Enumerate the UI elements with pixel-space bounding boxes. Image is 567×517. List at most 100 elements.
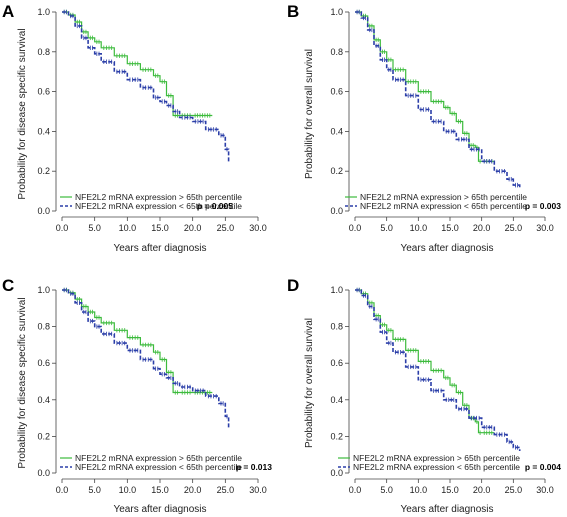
y-tick-label-c: 0.2 <box>37 431 50 441</box>
y-tick-label-d: 1.0 <box>330 285 343 295</box>
axes-a: 0.0 0.2 0.4 0.6 0.8 1.0 0.0 5.0 10.0 15.0 20.0 25.0… <box>37 7 266 233</box>
y-tick-label-c: 0.6 <box>37 358 50 368</box>
x-tick-label-d: 25.0 <box>505 485 523 495</box>
p-value-a: p = 0.005 <box>197 201 233 211</box>
axes-c: 0.0 0.2 0.4 0.6 0.8 1.0 0.0 5.0 10.0 15.0 20.0 25.0… <box>37 285 266 495</box>
curves-c <box>62 287 230 430</box>
y-axis-title-d: Probability for overall survival <box>304 318 315 448</box>
x-axis-title-a: Years after diagnosis <box>113 243 206 254</box>
y-tick-label-d: 0.4 <box>330 395 343 405</box>
x-tick-label-a: 10.0 <box>119 223 137 233</box>
y-tick-label-b: 0.8 <box>330 47 343 57</box>
x-tick-label-b: 25.0 <box>505 223 523 233</box>
panel-d: D Probability for overall survival Years… <box>287 276 561 515</box>
x-tick-label-b: 20.0 <box>473 223 491 233</box>
survival-curve-high-d <box>355 289 495 434</box>
y-axis-title-c: Probability for disease specific surviva… <box>17 297 28 468</box>
curves-a <box>62 9 230 164</box>
y-tick-label-a: 0.0 <box>37 206 50 216</box>
x-tick-label-d: 10.0 <box>410 485 428 495</box>
x-tick-label-b: 10.0 <box>410 223 428 233</box>
legend-label-low-d: NFE2L2 mRNA expression < 65th percentile <box>353 462 520 472</box>
y-tick-label-a: 0.6 <box>37 87 50 97</box>
panel-b: B Probability for overall survival Years… <box>287 2 561 254</box>
x-tick-label-d: 30.0 <box>536 485 554 495</box>
y-tick-label-d: 0.8 <box>330 322 343 332</box>
y-tick-label-b: 0.0 <box>330 206 343 216</box>
y-axis-title-b: Probability for overall survival <box>304 49 315 179</box>
legend-d: NFE2L2 mRNA expression > 65th percentile… <box>338 453 561 472</box>
x-tick-label-b: 15.0 <box>441 223 459 233</box>
x-axis-title-c: Years after diagnosis <box>113 504 206 515</box>
legend-label-low-a: NFE2L2 mRNA expression < 65th percentile <box>75 201 242 211</box>
p-value-b: p = 0.003 <box>525 201 561 211</box>
axes-d: 0.0 0.2 0.4 0.6 0.8 1.0 0.0 5.0 10.0 15.0 20.0 25.0… <box>330 285 553 495</box>
y-tick-label-c: 0.0 <box>37 468 50 478</box>
survival-curve-low-b <box>355 11 521 190</box>
y-tick-label-c: 0.4 <box>37 395 50 405</box>
legend-c: NFE2L2 mRNA expression > 65th percentile… <box>60 453 272 472</box>
y-tick-label-c: 0.8 <box>37 322 50 332</box>
panel-a: A Probability for disease specific survi… <box>2 2 267 254</box>
axes-b: 0.0 0.2 0.4 0.6 0.8 1.0 0.0 5.0 10.0 15.0 20.0 25.0… <box>330 7 553 233</box>
y-tick-label-b: 0.6 <box>330 87 343 97</box>
x-tick-label-c: 20.0 <box>184 485 202 495</box>
x-tick-label-a: 15.0 <box>151 223 169 233</box>
x-tick-label-d: 5.0 <box>380 485 393 495</box>
panel-letter-c: C <box>2 276 14 295</box>
x-tick-label-c: 15.0 <box>151 485 169 495</box>
y-tick-label-c: 1.0 <box>37 285 50 295</box>
x-tick-label-a: 0.0 <box>56 223 69 233</box>
legend-label-low-b: NFE2L2 mRNA expression < 65th percentile <box>360 201 527 211</box>
legend-label-high-b: NFE2L2 mRNA expression > 65th percentile <box>360 192 527 202</box>
survival-curve-low-a <box>62 11 230 164</box>
y-axis-title-a: Probability for disease specific surviva… <box>17 28 28 199</box>
y-tick-label-d: 0.0 <box>330 468 343 478</box>
x-tick-label-a: 30.0 <box>249 223 267 233</box>
curves-b <box>355 9 521 190</box>
x-tick-label-b: 5.0 <box>380 223 393 233</box>
y-tick-label-d: 0.2 <box>330 431 343 441</box>
y-tick-label-a: 0.8 <box>37 47 50 57</box>
legend-b: NFE2L2 mRNA expression > 65th percentile… <box>345 192 561 211</box>
x-tick-label-a: 25.0 <box>217 223 235 233</box>
y-tick-label-b: 0.2 <box>330 166 343 176</box>
x-tick-label-c: 5.0 <box>88 485 101 495</box>
curves-d <box>355 287 521 451</box>
survival-curve-high-a <box>62 11 213 117</box>
x-tick-label-a: 5.0 <box>88 223 101 233</box>
x-tick-label-d: 20.0 <box>473 485 491 495</box>
legend-label-high-a: NFE2L2 mRNA expression > 65th percentile <box>75 192 242 202</box>
survival-curve-high-c <box>62 289 213 394</box>
p-value-c: p = 0.013 <box>236 462 272 472</box>
x-tick-label-a: 20.0 <box>184 223 202 233</box>
y-tick-label-a: 0.4 <box>37 126 50 136</box>
x-tick-label-b: 0.0 <box>349 223 362 233</box>
y-tick-label-a: 1.0 <box>37 7 50 17</box>
panel-letter-d: D <box>287 276 299 295</box>
x-tick-label-c: 30.0 <box>249 485 267 495</box>
y-tick-label-b: 1.0 <box>330 7 343 17</box>
x-tick-label-c: 0.0 <box>56 485 69 495</box>
x-axis-title-d: Years after diagnosis <box>400 504 493 515</box>
p-value-d: p = 0.004 <box>525 462 561 472</box>
legend-a: NFE2L2 mRNA expression > 65th percentile… <box>60 192 242 211</box>
survival-curve-low-d <box>355 289 521 451</box>
survival-curve-high-b <box>355 11 495 162</box>
y-tick-label-d: 0.6 <box>330 358 343 368</box>
x-tick-label-c: 25.0 <box>217 485 235 495</box>
y-tick-label-a: 0.2 <box>37 166 50 176</box>
x-tick-label-b: 30.0 <box>536 223 554 233</box>
x-axis-title-b: Years after diagnosis <box>400 243 493 254</box>
legend-label-high-c: NFE2L2 mRNA expression > 65th percentile <box>75 453 242 463</box>
panel-letter-a: A <box>2 2 14 21</box>
legend-label-high-d: NFE2L2 mRNA expression > 65th percentile <box>353 453 520 463</box>
panel-c: C Probability for disease specific survi… <box>2 276 272 515</box>
legend-label-low-c: NFE2L2 mRNA expression < 65th percentile <box>75 462 242 472</box>
x-tick-label-d: 15.0 <box>441 485 459 495</box>
panel-letter-b: B <box>287 2 299 21</box>
y-tick-label-b: 0.4 <box>330 126 343 136</box>
x-tick-label-d: 0.0 <box>349 485 362 495</box>
x-tick-label-c: 10.0 <box>119 485 137 495</box>
